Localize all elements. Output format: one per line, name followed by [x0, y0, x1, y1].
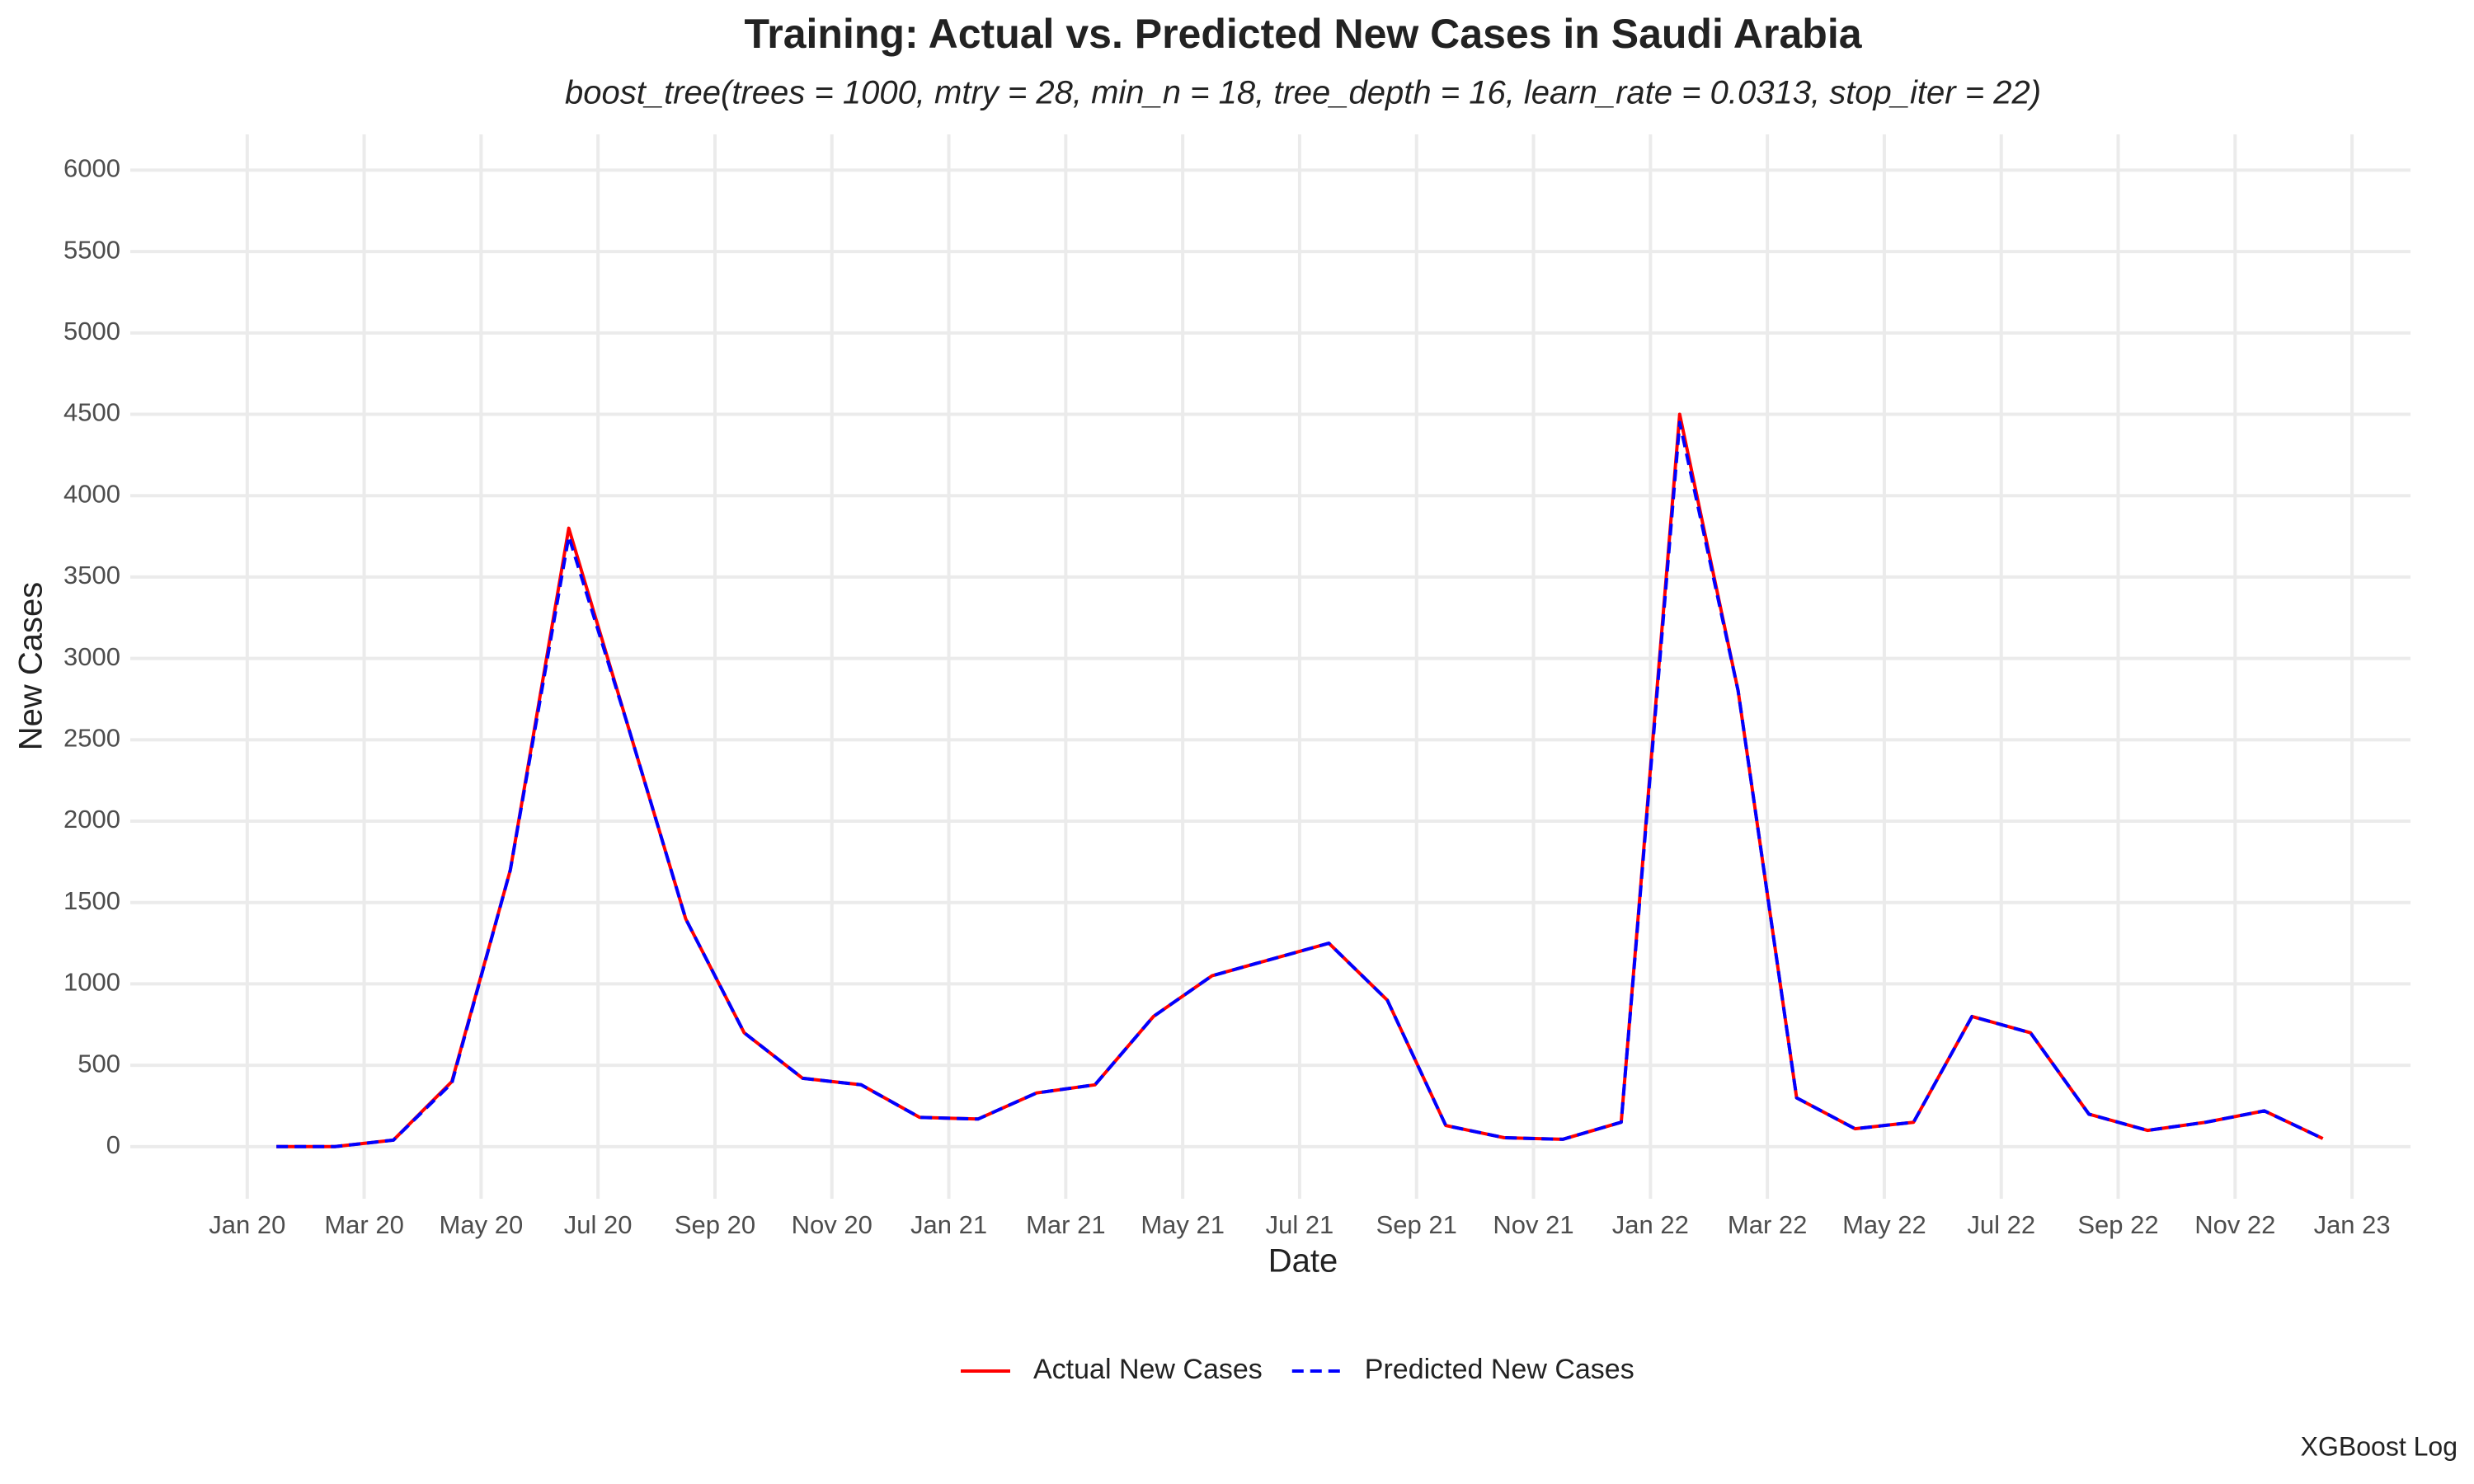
x-tick-label: Jan 23 — [2314, 1210, 2391, 1239]
x-tick-label: Jul 20 — [564, 1210, 633, 1239]
y-tick-label: 5500 — [63, 235, 120, 264]
x-tick-label: Nov 20 — [792, 1210, 872, 1239]
y-tick-label: 4500 — [63, 398, 120, 427]
x-tick-label: Sep 22 — [2077, 1210, 2158, 1239]
x-tick-label: Mar 20 — [324, 1210, 403, 1239]
y-tick-label: 4000 — [63, 479, 120, 508]
chart-subtitle: boost_tree(trees = 1000, mtry = 28, min_… — [565, 75, 2041, 111]
x-tick-label: Sep 20 — [675, 1210, 755, 1239]
y-tick-label: 500 — [78, 1049, 120, 1078]
y-tick-label: 5000 — [63, 317, 120, 345]
y-tick-label: 2500 — [63, 724, 120, 753]
x-axis-title: Date — [1268, 1243, 1338, 1280]
y-tick-label: 1000 — [63, 968, 120, 997]
x-tick-label: May 20 — [440, 1210, 524, 1239]
legend-label: Predicted New Cases — [1365, 1354, 1634, 1385]
legend-label: Actual New Cases — [1033, 1354, 1263, 1385]
x-tick-label: Mar 21 — [1026, 1210, 1105, 1239]
x-tick-label: Nov 22 — [2194, 1210, 2275, 1239]
x-tick-label: Sep 21 — [1376, 1210, 1457, 1239]
y-tick-label: 0 — [106, 1130, 120, 1159]
x-tick-label: Mar 22 — [1728, 1210, 1807, 1239]
x-tick-label: Jan 20 — [209, 1210, 285, 1239]
x-tick-label: Jan 22 — [1612, 1210, 1689, 1239]
x-tick-label: Jul 22 — [1967, 1210, 2035, 1239]
chart-title: Training: Actual vs. Predicted New Cases… — [744, 11, 1862, 57]
y-tick-label: 3500 — [63, 561, 120, 589]
y-tick-label: 6000 — [63, 154, 120, 183]
x-tick-label: Nov 21 — [1493, 1210, 1573, 1239]
x-tick-label: Jan 21 — [910, 1210, 987, 1239]
y-tick-label: 1500 — [63, 886, 120, 915]
data-line — [276, 420, 2324, 1148]
y-tick-label: 3000 — [63, 642, 120, 671]
caption: XGBoost Log — [2301, 1431, 2458, 1461]
x-tick-label: Jul 21 — [1266, 1210, 1334, 1239]
x-tick-label: May 21 — [1141, 1210, 1225, 1239]
x-tick-label: May 22 — [1842, 1210, 1926, 1239]
y-axis-title: New Cases — [13, 582, 49, 751]
y-tick-label: 2000 — [63, 805, 120, 834]
